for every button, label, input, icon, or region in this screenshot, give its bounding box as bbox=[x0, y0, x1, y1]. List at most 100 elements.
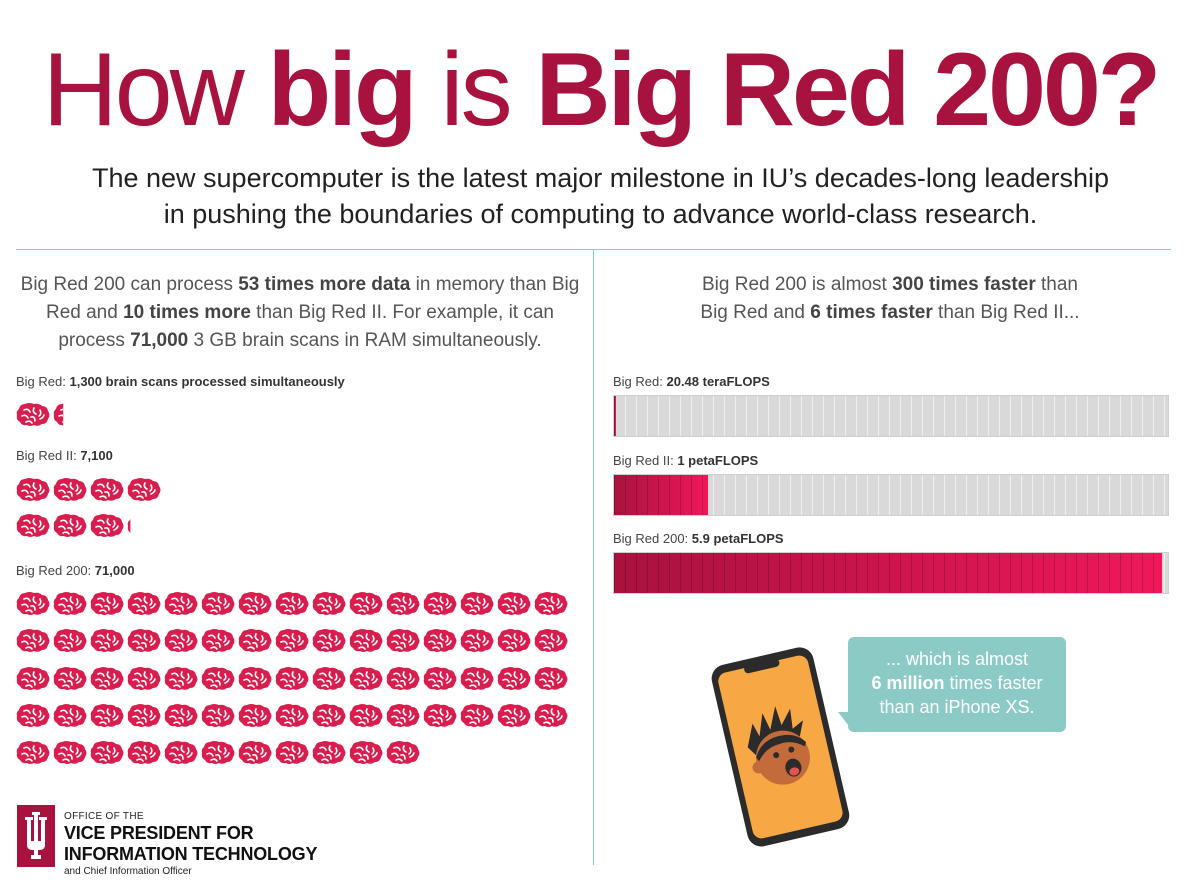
intro-text: Big Red 200 can process bbox=[20, 274, 239, 295]
brain-icon bbox=[164, 704, 198, 727]
brain-icon bbox=[349, 667, 383, 690]
brain-icon bbox=[497, 592, 531, 615]
brain-icon bbox=[275, 667, 309, 690]
brain-icon bbox=[53, 741, 87, 764]
brain-icon bbox=[127, 741, 161, 764]
vertical-divider bbox=[593, 250, 594, 865]
brain-icon bbox=[386, 592, 420, 615]
brain-row bbox=[16, 477, 161, 503]
brain-icon bbox=[127, 518, 131, 533]
big-red-speed-label: Big Red: 20.48 teraFLOPS bbox=[613, 374, 770, 389]
intro-text: than Big Red II. For example, it can pro… bbox=[58, 302, 554, 351]
brain-row bbox=[16, 591, 568, 617]
bar-name: Big Red II: bbox=[613, 453, 678, 468]
brain-icon bbox=[534, 629, 568, 652]
brain-icon bbox=[423, 704, 457, 727]
subtitle-line: The new supercomputer is the latest majo… bbox=[91, 163, 1110, 193]
brain-icon bbox=[201, 629, 235, 652]
intro-text: 3 GB brain scans in RAM simultaneously. bbox=[188, 330, 542, 351]
brain-icon bbox=[238, 667, 272, 690]
brain-icon bbox=[312, 667, 346, 690]
brain-row bbox=[16, 703, 568, 729]
brain-icon bbox=[349, 704, 383, 727]
page-title: How big is Big Red 200? bbox=[0, 30, 1201, 150]
brain-icon bbox=[497, 629, 531, 652]
big-red-200-speed-bar bbox=[613, 552, 1169, 594]
bar-value: 20.48 teraFLOPS bbox=[666, 374, 770, 389]
brain-icon bbox=[460, 629, 494, 652]
title-part: How bbox=[42, 32, 268, 148]
brain-row bbox=[16, 513, 161, 539]
brain-icon bbox=[53, 403, 64, 426]
brain-icon bbox=[534, 704, 568, 727]
brain-icon bbox=[534, 667, 568, 690]
brain-icon bbox=[53, 592, 87, 615]
bubble-line: ... which is almost bbox=[885, 649, 1029, 669]
brain-icon bbox=[423, 667, 457, 690]
horizontal-divider bbox=[16, 249, 1171, 250]
brain-icon bbox=[349, 592, 383, 615]
brain-icon bbox=[423, 592, 457, 615]
brain-icon bbox=[275, 704, 309, 727]
intro-text: Big Red 200 is almost bbox=[701, 274, 893, 295]
brain-icon bbox=[16, 478, 50, 501]
brain-icon bbox=[16, 403, 50, 426]
intro-bold: 6 times faster bbox=[810, 302, 933, 323]
brain-icon bbox=[312, 629, 346, 652]
logo-line: and Chief Information Officer bbox=[64, 866, 192, 877]
logo-line: INFORMATION TECHNOLOGY bbox=[64, 844, 318, 864]
intro-bold: 10 times more bbox=[123, 302, 251, 323]
group-value: 7,100 bbox=[80, 448, 113, 463]
brain-icon bbox=[460, 667, 494, 690]
bar-value: 1 petaFLOPS bbox=[677, 453, 759, 468]
brain-icon bbox=[201, 667, 235, 690]
brain-icon bbox=[164, 667, 198, 690]
bar-name: Big Red: bbox=[613, 374, 667, 389]
brain-icon bbox=[164, 592, 198, 615]
brain-icon bbox=[201, 592, 235, 615]
brain-icon bbox=[349, 741, 383, 764]
intro-text: in memory than Big Red and bbox=[45, 274, 580, 323]
brain-icon bbox=[386, 667, 420, 690]
brain-icon bbox=[90, 592, 124, 615]
bar-ticks bbox=[614, 396, 1168, 436]
memory-intro: Big Red 200 can process 53 times more da… bbox=[20, 271, 580, 355]
brain-icon bbox=[201, 741, 235, 764]
brain-icon bbox=[53, 667, 87, 690]
brain-icon bbox=[127, 629, 161, 652]
brain-icon bbox=[16, 592, 50, 615]
brain-icon bbox=[53, 478, 87, 501]
brain-icon bbox=[90, 478, 124, 501]
speed-intro: Big Red 200 is almost 300 times faster t… bbox=[700, 271, 1080, 327]
bar-fill bbox=[614, 475, 708, 515]
brain-icon bbox=[349, 629, 383, 652]
intro-text: than Big Red II... bbox=[932, 302, 1080, 323]
big-red-memory-label: Big Red: 1,300 brain scans processed sim… bbox=[16, 374, 345, 389]
brain-icon bbox=[127, 592, 161, 615]
brain-icon bbox=[90, 514, 124, 537]
brain-icon bbox=[127, 667, 161, 690]
brain-icon bbox=[497, 667, 531, 690]
speech-bubble: ... which is almost 6 million times fast… bbox=[848, 637, 1066, 732]
brain-icon bbox=[312, 704, 346, 727]
subtitle: The new supercomputer is the latest majo… bbox=[60, 160, 1141, 232]
brain-icon bbox=[16, 704, 50, 727]
big-red-ii-speed-label: Big Red II: 1 petaFLOPS bbox=[613, 453, 758, 468]
title-part: is bbox=[414, 32, 536, 148]
brain-row bbox=[16, 666, 568, 692]
brain-icon bbox=[127, 478, 161, 501]
title-part: Big Red 200? bbox=[535, 32, 1161, 148]
brain-icon bbox=[238, 629, 272, 652]
bubble-text: times faster bbox=[944, 673, 1043, 693]
brain-icon bbox=[90, 629, 124, 652]
big-red-ii-speed-bar bbox=[613, 474, 1169, 516]
brain-icon bbox=[312, 592, 346, 615]
brain-icon bbox=[90, 667, 124, 690]
brain-icon bbox=[201, 704, 235, 727]
group-name: Big Red 200: bbox=[16, 563, 95, 578]
brain-icon bbox=[164, 741, 198, 764]
brain-icon bbox=[238, 741, 272, 764]
brain-row bbox=[16, 402, 87, 428]
bubble-line: 6 million times faster bbox=[848, 671, 1066, 695]
brain-icon bbox=[164, 629, 198, 652]
